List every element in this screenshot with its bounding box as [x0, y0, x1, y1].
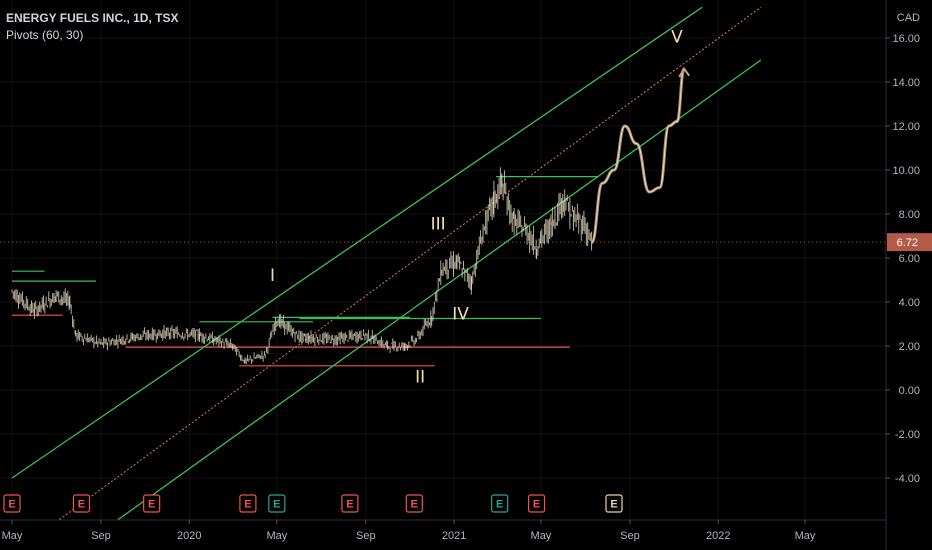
- time-tick-label: May: [266, 530, 287, 542]
- projection-arrowhead: [678, 67, 691, 78]
- time-tick-label: 2020: [177, 530, 201, 542]
- earnings-badge[interactable]: E: [72, 494, 91, 513]
- svg-text:E: E: [8, 499, 15, 511]
- time-tick-label: 2021: [442, 530, 466, 542]
- currency-label: CAD: [897, 12, 920, 24]
- svg-text:E: E: [496, 499, 503, 511]
- price-series: [11, 167, 593, 365]
- wave-label-ii: II: [415, 367, 425, 387]
- earnings-badge[interactable]: E: [3, 494, 21, 513]
- time-tick-label: May: [2, 530, 23, 542]
- svg-text:E: E: [411, 499, 418, 511]
- wave-label-iii: III: [431, 214, 446, 234]
- price-tick-label: 0.00: [899, 385, 920, 397]
- svg-text:E: E: [244, 499, 251, 511]
- price-tick-label: 12.00: [892, 121, 920, 133]
- channel-upper-line: [11, 6, 703, 479]
- price-tick-label: -4.00: [895, 473, 920, 485]
- price-tick-label: 16.00: [892, 33, 920, 45]
- svg-text:E: E: [346, 499, 353, 511]
- indicator-label[interactable]: Pivots (60, 30): [6, 28, 84, 42]
- earnings-badge[interactable]: E: [239, 494, 257, 513]
- chart-legend: ENERGY FUELS INC., 1D, TSX Pivots (60, 3…: [6, 10, 178, 44]
- earnings-badge[interactable]: E: [341, 494, 359, 513]
- time-tick-label: Sep: [356, 530, 376, 542]
- last-price-badge: [887, 233, 932, 252]
- time-axis: May Sep 2020 May Sep 2021 May Sep 2022 May: [0, 519, 886, 542]
- channel-median-line: [58, 6, 762, 520]
- price-tick-label: -2.00: [895, 429, 920, 441]
- earnings-badge[interactable]: E: [405, 494, 423, 513]
- earnings-badge[interactable]: E: [268, 494, 286, 513]
- price-tick-label: 6.00: [899, 253, 920, 265]
- projection-path-highlight: [591, 68, 685, 244]
- price-axis: CAD 16.00 14.00 12.00 10.00 8.00 6.00 4.00 2.00 0…: [885, 0, 932, 550]
- wave-label-iv: IV: [452, 305, 469, 325]
- time-tick-label: May: [531, 530, 552, 542]
- svg-text:E: E: [533, 499, 540, 511]
- price-tick-label: 2.00: [899, 341, 920, 353]
- time-tick-label: Sep: [620, 530, 640, 542]
- channel-lower-line: [116, 59, 762, 520]
- time-tick-label: Sep: [91, 530, 111, 542]
- wave-label-v: V: [671, 27, 683, 47]
- price-tick-label: 4.00: [899, 297, 920, 309]
- earnings-badge[interactable]: E: [527, 494, 546, 513]
- svg-text:E: E: [78, 499, 85, 511]
- svg-text:E: E: [610, 499, 617, 511]
- symbol-title[interactable]: ENERGY FUELS INC., 1D, TSX: [6, 11, 179, 25]
- last-price-value: 6.72: [897, 237, 918, 249]
- earnings-badge[interactable]: E: [491, 494, 509, 513]
- earnings-badge[interactable]: E: [143, 494, 161, 513]
- price-tick-label: 10.00: [892, 165, 920, 177]
- svg-text:E: E: [273, 499, 280, 511]
- wave-label-i: I: [270, 266, 275, 286]
- time-tick-label: May: [795, 530, 816, 542]
- time-tick-label: 2022: [706, 530, 730, 542]
- earnings-badge[interactable]: E: [605, 494, 623, 513]
- price-tick-label: 8.00: [899, 209, 920, 221]
- svg-text:E: E: [148, 499, 155, 511]
- price-tick-label: 14.00: [892, 77, 920, 89]
